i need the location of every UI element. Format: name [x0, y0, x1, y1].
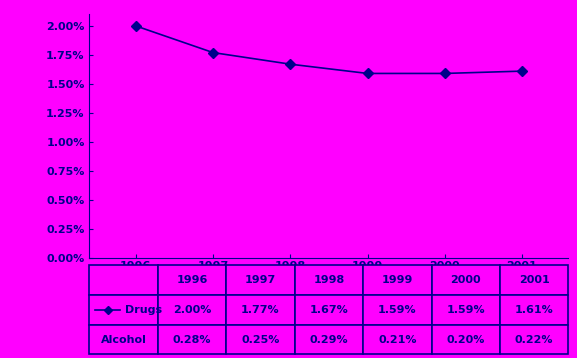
Text: Drugs: Drugs: [125, 305, 162, 315]
Bar: [363, 325, 432, 354]
Bar: [500, 265, 568, 295]
Bar: [432, 265, 500, 295]
Text: 0.25%: 0.25%: [241, 334, 280, 344]
Bar: [363, 265, 432, 295]
Bar: [158, 295, 226, 325]
Text: 1.67%: 1.67%: [309, 305, 349, 315]
Text: 1996: 1996: [177, 275, 208, 285]
Text: 1997: 1997: [245, 275, 276, 285]
Text: 2000: 2000: [451, 275, 481, 285]
Bar: [295, 325, 363, 354]
Bar: [89, 325, 158, 354]
Text: Alcohol: Alcohol: [101, 334, 147, 344]
Text: 2.00%: 2.00%: [173, 305, 211, 315]
Text: 1.77%: 1.77%: [241, 305, 280, 315]
Text: 1999: 1999: [381, 275, 413, 285]
Bar: [89, 265, 158, 295]
Bar: [432, 325, 500, 354]
Bar: [363, 295, 432, 325]
Bar: [158, 265, 226, 295]
Text: 0.29%: 0.29%: [310, 334, 348, 344]
Text: 1998: 1998: [313, 275, 344, 285]
Bar: [432, 295, 500, 325]
Bar: [295, 265, 363, 295]
Text: 2001: 2001: [519, 275, 549, 285]
Text: 0.28%: 0.28%: [173, 334, 211, 344]
Bar: [500, 295, 568, 325]
Bar: [226, 325, 295, 354]
Bar: [500, 325, 568, 354]
Bar: [295, 295, 363, 325]
Text: 0.22%: 0.22%: [515, 334, 553, 344]
Text: 1.59%: 1.59%: [447, 305, 485, 315]
Bar: [158, 325, 226, 354]
Text: 1.61%: 1.61%: [515, 305, 553, 315]
Bar: [89, 295, 158, 325]
Bar: [226, 295, 295, 325]
Text: 0.20%: 0.20%: [447, 334, 485, 344]
Bar: [226, 265, 295, 295]
Text: 1.59%: 1.59%: [378, 305, 417, 315]
Text: 0.21%: 0.21%: [378, 334, 417, 344]
